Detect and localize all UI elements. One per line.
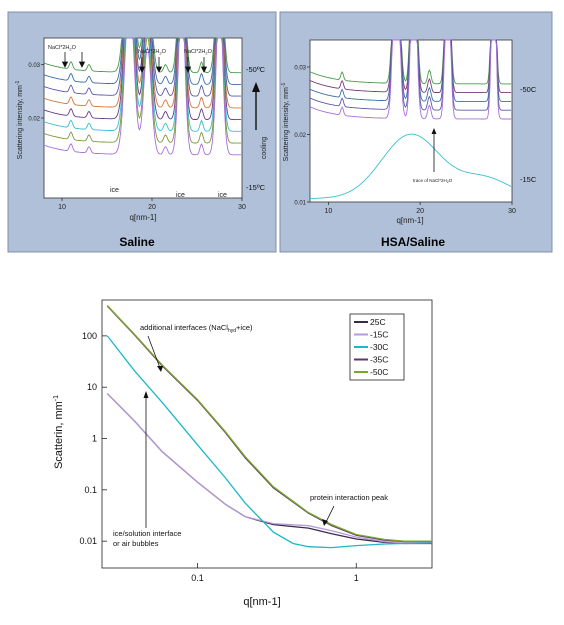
legend-label: -15C [370,330,388,340]
loglog-protein-label: protein interaction peak [310,493,388,502]
series-line [309,39,512,120]
series-line [43,37,242,85]
legend-label: -35C [370,355,388,365]
panel-hsa-saline: 10 20 30 0.01 0.02 0.03 Scattering intensity,… [279,11,553,253]
saline-cooling-label: cooling [261,137,268,159]
y-tick-label: 0.03 [294,66,306,72]
hsa-trace-label: trace of NaCl*2H2O [413,178,453,184]
series-line [43,37,242,144]
panel-hsa-ticks: 10 20 30 0.01 0.02 0.03 [294,66,516,216]
series-line [309,133,512,199]
x-tick-label: 10 [324,208,332,215]
loglog-xlabel: q[nm-1] [243,596,280,608]
loglog-interfaces-arrow [147,335,163,372]
loglog-ice-label-1: ice/solution interface [113,529,181,538]
loglog-ylabel: Scatterin, mm-1 [53,395,65,469]
x-tick-label: 10 [58,204,66,211]
panel-hsa-ylabel: Scattering intensity, mm-1 [281,82,290,161]
y-tick-label: 100 [82,331,97,341]
hsa-temp-bottom: -15C [520,175,537,184]
panel-loglog: 0.1 1 0.01 0.1 1 10 100 q[nm-1] Scatterin, mm-… [53,299,433,608]
saline-ice-label-1: ice [110,187,119,194]
loglog-protein-arrow [322,505,335,526]
saline-peak-label-3: NaCl*2H2O [184,49,213,56]
saline-ice-label-3: ice [218,192,227,199]
panel-hsa-title: HSA/Saline [381,235,445,249]
panel-saline: 10 20 30 0.02 0.03 Scattering intensity, mm-… [7,11,277,253]
y-tick-label: 0.01 [79,536,97,546]
y-tick-label: 0.01 [294,201,306,207]
loglog-ice-label-2: or air bubbles [113,539,159,548]
loglog-ice-arrow [143,391,149,528]
saline-peak-arrows [61,52,208,73]
saline-cooling-arrow [252,82,260,130]
y-tick-label: 0.02 [28,117,40,123]
loglog-legend: 25C -15C -30C -35C -50C [349,313,405,381]
x-tick-label: 30 [508,208,516,215]
hsa-temp-top: -50C [520,85,537,94]
panel-saline-xlabel: q[nm-1] [129,213,156,222]
legend-label: -50C [370,367,388,377]
loglog-series [106,305,433,549]
series-line [43,37,242,156]
x-tick-label: 0.1 [191,573,204,583]
panel-hsa-series [309,39,512,199]
series-50c [106,305,432,542]
y-tick-label: 0.03 [28,63,40,69]
legend-label: 25C [370,317,386,327]
panel-saline-ylabel: Scattering intensity, mm-1 [15,80,24,159]
saline-temp-bottom: -15ºC [246,183,266,192]
loglog-interfaces-label: additional interfaces (NaClhyd+ice) [140,323,253,334]
x-tick-label: 1 [354,573,359,583]
loglog-ticks: 0.1 1 0.01 0.1 1 10 100 [79,331,358,583]
y-tick-label: 1 [92,434,97,444]
saline-peak-label-2: NaCl*2H2O [138,49,167,56]
panel-hsa-xlabel: q[nm-1] [396,216,423,225]
saline-peak-label-1: NaCl*2H2O [48,45,77,52]
series-15c [106,393,432,544]
y-tick-label: 10 [87,382,97,392]
series-30c [106,335,433,549]
legend-label: -30C [370,342,388,352]
panel-saline-title: Saline [119,235,155,249]
saline-temp-top: -50ºC [246,65,266,74]
x-tick-label: 30 [238,204,246,211]
series-line [43,37,242,132]
saline-ice-label-2: ice [176,192,185,199]
y-tick-label: 0.1 [84,485,97,495]
y-tick-label: 0.02 [294,133,306,139]
x-tick-label: 20 [148,204,156,211]
series-line [43,37,242,109]
panel-saline-ticks: 10 20 30 0.02 0.03 [28,63,246,211]
series-line [43,37,242,97]
x-tick-label: 20 [416,208,424,215]
panel-hsa-plot-area [309,39,513,203]
hsa-trace-arrow [431,128,437,172]
